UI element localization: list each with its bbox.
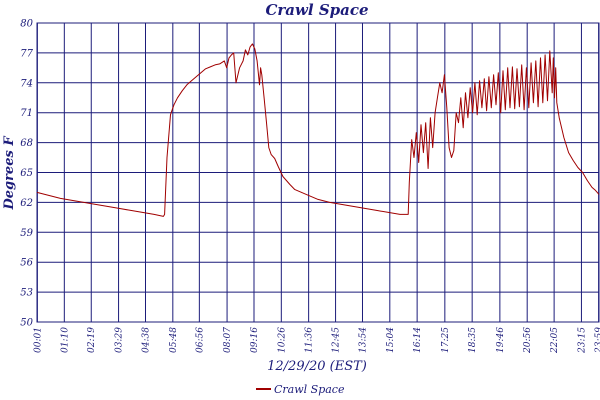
x-tick-label: 12:45 <box>332 327 342 353</box>
y-tick-label: 59 <box>20 228 33 239</box>
x-tick-label: 16:14 <box>413 327 423 353</box>
legend: Crawl Space <box>256 383 345 396</box>
series-line <box>36 43 600 217</box>
x-tick-label: 15:04 <box>386 327 396 353</box>
y-axis-ticks: 80 77 74 71 68 65 62 59 56 53 50 <box>20 19 33 329</box>
x-tick-label: 06:56 <box>195 327 205 353</box>
y-tick-label: 62 <box>20 198 33 209</box>
x-tick-label: 10:26 <box>277 327 287 353</box>
x-tick-label: 18:35 <box>468 327 478 353</box>
y-tick-label: 71 <box>20 108 33 119</box>
x-tick-label: 04:38 <box>141 327 151 353</box>
plot-grid <box>36 22 600 323</box>
y-tick-label: 56 <box>20 258 33 269</box>
x-tick-label: 09:16 <box>250 327 260 353</box>
x-tick-label: 23:15 <box>577 327 587 354</box>
x-tick-label: 23:59 <box>595 327 600 354</box>
y-tick-label: 74 <box>20 78 33 89</box>
x-tick-label: 01:10 <box>60 327 70 353</box>
x-tick-label: 03:29 <box>115 327 125 353</box>
x-tick-label: 19:46 <box>496 327 506 353</box>
y-tick-label: 68 <box>20 138 33 149</box>
chart-title: Crawl Space <box>265 1 368 19</box>
y-tick-label: 77 <box>20 48 33 59</box>
x-tick-label: 05:48 <box>169 327 179 353</box>
y-tick-label: 80 <box>20 19 33 30</box>
y-axis-label: Degrees F <box>2 136 17 211</box>
x-axis-label: 12/29/20 (EST) <box>267 359 367 374</box>
y-tick-label: 65 <box>20 168 33 179</box>
x-axis-ticks: 00:01 01:10 02:19 03:29 04:38 05:48 06:56 08:07… <box>33 327 600 354</box>
y-tick-label: 53 <box>20 288 33 299</box>
x-tick-label: 22:05 <box>550 327 560 354</box>
x-tick-label: 02:19 <box>87 327 97 353</box>
x-tick-label: 08:07 <box>223 327 233 353</box>
x-tick-label: 17:25 <box>441 327 451 353</box>
series-layer <box>36 43 600 217</box>
x-tick-label: 00:01 <box>33 327 43 353</box>
x-tick-label: 20:56 <box>523 327 533 354</box>
x-tick-label: 11:36 <box>305 327 315 353</box>
x-tick-label: 13:54 <box>358 327 368 353</box>
legend-label: Crawl Space <box>274 383 345 396</box>
y-tick-label: 50 <box>20 318 33 329</box>
